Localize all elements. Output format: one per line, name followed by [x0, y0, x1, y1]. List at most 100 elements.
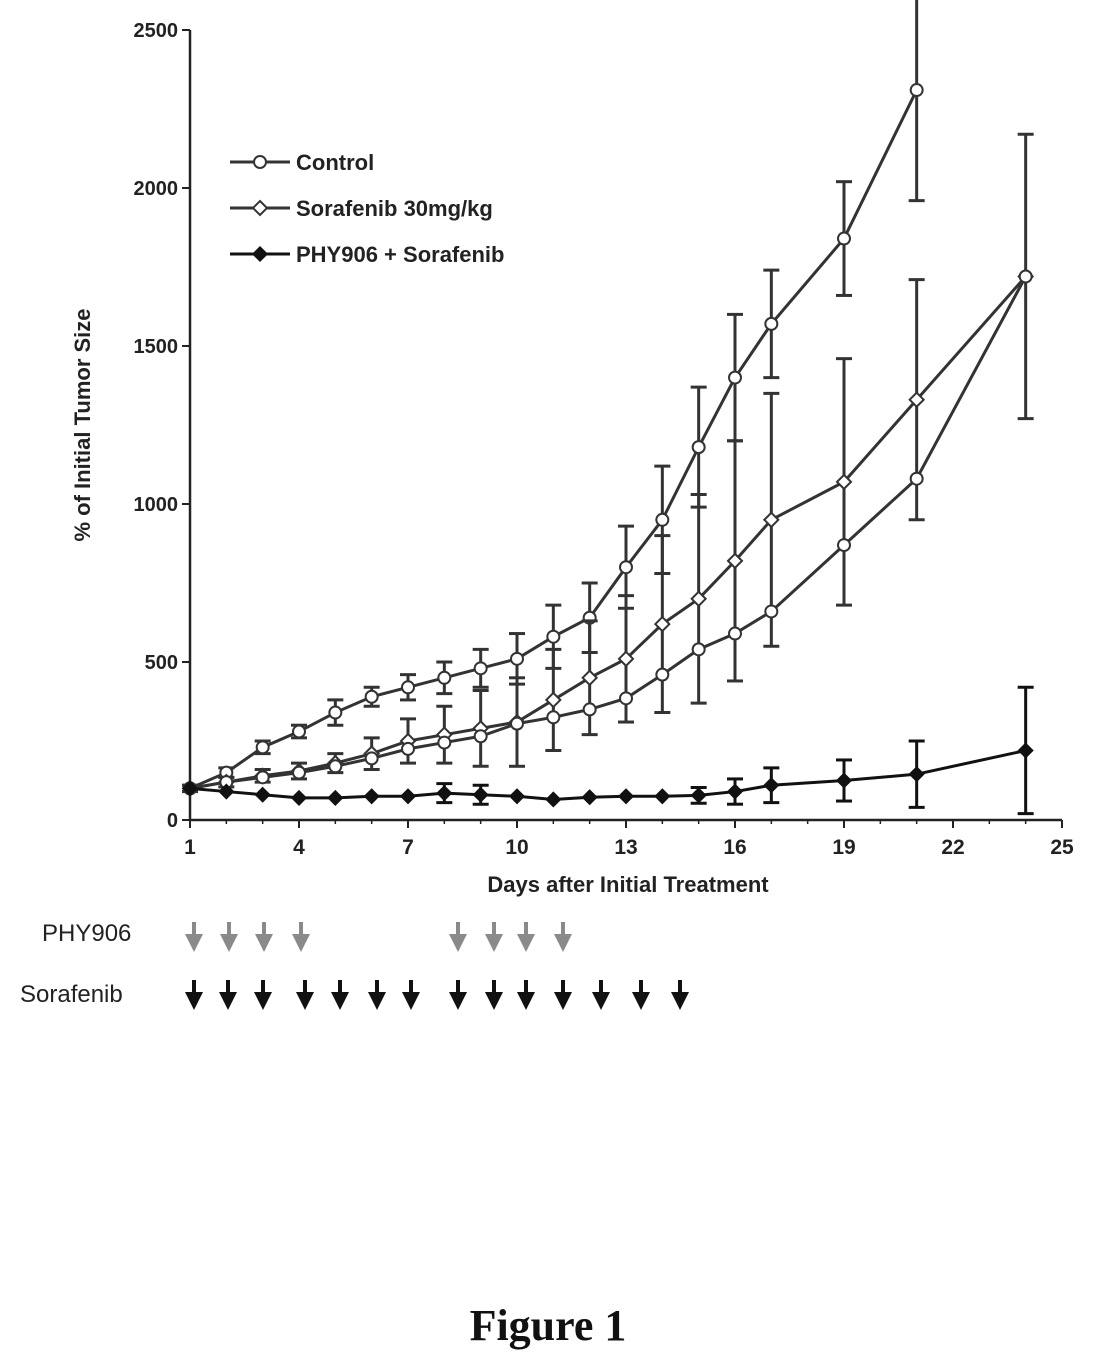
- phy906-arrow-head: [255, 934, 273, 952]
- legend-label: Control: [296, 150, 374, 175]
- series-1: [181, 132, 1035, 797]
- data-point: [218, 783, 235, 800]
- data-point: [328, 705, 343, 720]
- data-point: [764, 604, 779, 619]
- data-point: [726, 783, 744, 800]
- data-point: [728, 626, 742, 641]
- data-point: [690, 590, 708, 608]
- phy906-arrow-head: [485, 934, 503, 952]
- sorafenib-arrow-head: [185, 992, 203, 1010]
- sorafenib-dose-label: Sorafenib: [20, 981, 123, 1008]
- sorafenib-arrow-head: [517, 992, 535, 1010]
- data-point: [582, 702, 597, 717]
- series-0: [182, 0, 925, 796]
- data-point: [764, 316, 779, 331]
- phy906-arrow-head: [554, 934, 572, 952]
- data-point: [909, 83, 924, 98]
- sorafenib-arrow-head: [296, 992, 314, 1010]
- data-point: [653, 615, 671, 633]
- y-tick-label: 2000: [134, 178, 179, 200]
- data-point: [364, 689, 379, 704]
- data-point: [837, 538, 851, 553]
- sorafenib-arrow-head: [592, 992, 610, 1010]
- data-point: [473, 661, 488, 676]
- sorafenib-arrow-head: [254, 992, 272, 1010]
- sorafenib-arrow-head: [449, 992, 467, 1010]
- series-layer: [181, 0, 1035, 816]
- sorafenib-arrow-head: [632, 992, 650, 1010]
- data-point: [908, 391, 926, 409]
- series-line: [189, 275, 1027, 790]
- y-tick-label: 1000: [134, 494, 179, 516]
- data-point: [401, 741, 415, 756]
- legend-label: PHY906 + Sorafenib: [296, 242, 504, 267]
- phy906-arrow-head: [449, 934, 467, 952]
- sorafenib-arrow-head: [331, 992, 349, 1010]
- data-point: [255, 740, 270, 755]
- data-point: [654, 788, 671, 805]
- data-point: [545, 791, 562, 808]
- x-tick-label: 1: [184, 836, 196, 859]
- data-point: [581, 789, 598, 806]
- sorafenib-arrow-head: [368, 992, 386, 1010]
- data-point: [581, 669, 599, 687]
- phy906-arrow-head: [185, 934, 203, 952]
- x-tick-label: 7: [402, 836, 414, 859]
- x-tick-label: 25: [1050, 836, 1074, 859]
- x-tick-label: 10: [505, 836, 528, 859]
- dose-arrows: [185, 922, 689, 1010]
- data-point: [617, 650, 635, 668]
- figure-caption: Figure 1: [469, 1301, 627, 1350]
- data-point: [181, 780, 199, 797]
- data-point: [328, 759, 343, 774]
- data-point: [546, 629, 561, 644]
- data-point: [1017, 742, 1034, 759]
- data-point: [364, 751, 379, 766]
- x-tick-label: 22: [941, 836, 964, 859]
- data-point: [544, 691, 562, 709]
- y-axis-title: % of Initial Tumor Size: [70, 308, 95, 541]
- sorafenib-arrow-head: [402, 992, 420, 1010]
- data-point: [691, 440, 706, 455]
- data-point: [763, 777, 780, 794]
- data-point: [728, 370, 742, 385]
- data-point: [255, 770, 270, 785]
- phy906-arrow-head: [220, 934, 238, 952]
- data-point: [508, 788, 526, 805]
- data-point: [837, 231, 851, 246]
- x-tick-label: 16: [723, 836, 746, 859]
- sorafenib-arrow-head: [485, 992, 503, 1010]
- y-tick-label: 0: [167, 810, 178, 832]
- data-point: [290, 789, 308, 806]
- series-line: [189, 275, 1027, 790]
- sorafenib-arrow-head: [671, 992, 689, 1010]
- data-point: [399, 788, 417, 805]
- data-point: [835, 772, 853, 789]
- legend-marker: [251, 245, 269, 263]
- sorafenib-arrow-head: [219, 992, 237, 1010]
- data-point: [619, 560, 633, 575]
- data-point: [617, 788, 635, 805]
- x-axis-title: Days after Initial Treatment: [487, 872, 769, 897]
- data-point: [401, 680, 415, 695]
- data-point: [909, 471, 924, 486]
- data-point: [835, 473, 853, 491]
- series-3: [181, 685, 1034, 816]
- data-point: [437, 670, 452, 685]
- axes: 1 4 7 10 13 16 19 22 25 0 500 1000 1500 2000 2500: [134, 20, 1074, 859]
- series-2: [183, 269, 1033, 796]
- y-tick-label: 2500: [134, 20, 179, 42]
- phy906-arrow-head: [517, 934, 535, 952]
- data-point: [510, 651, 524, 666]
- data-point: [691, 642, 706, 657]
- data-point: [473, 729, 488, 744]
- data-point: [619, 691, 633, 706]
- data-point: [1018, 269, 1033, 284]
- data-point: [762, 511, 780, 529]
- sorafenib-arrow-head: [554, 992, 572, 1010]
- x-tick-label: 19: [832, 836, 855, 859]
- phy906-arrow-head: [292, 934, 310, 952]
- x-tick-label: 13: [614, 836, 637, 859]
- data-point: [908, 766, 925, 783]
